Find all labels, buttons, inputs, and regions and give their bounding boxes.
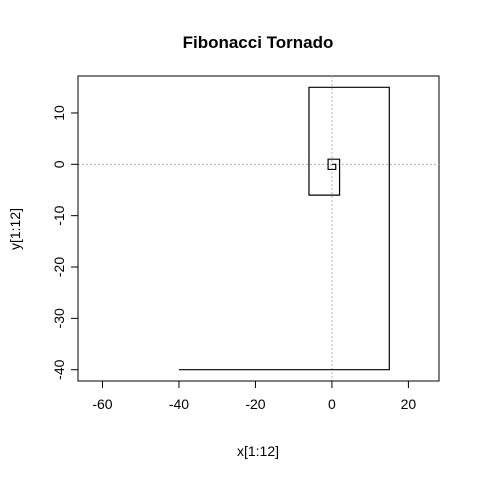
series-line-1 xyxy=(178,86,390,371)
plot-box xyxy=(77,75,440,382)
y-tick-label: -20 xyxy=(51,257,67,277)
y-tick-label: -30 xyxy=(51,308,67,328)
x-tick-label: -20 xyxy=(245,396,265,412)
y-tick-label: -40 xyxy=(51,359,67,379)
series-group xyxy=(178,86,390,371)
y-axis-title: y[1:12] xyxy=(7,208,23,250)
y-tick-label: 10 xyxy=(51,105,67,121)
reference-lines xyxy=(78,76,439,381)
x-tick-label: 20 xyxy=(401,396,417,412)
chart-title: Fibonacci Tornado xyxy=(183,33,334,52)
y-tick-label: -10 xyxy=(51,205,67,225)
x-axis-title: x[1:12] xyxy=(237,443,279,459)
x-tick-label: -60 xyxy=(92,396,112,412)
x-tick-label: -40 xyxy=(169,396,189,412)
x-tick-label: 0 xyxy=(328,396,336,412)
y-axis: -40 -30 -20 -10 0 10 xyxy=(51,105,79,380)
y-tick-label: 0 xyxy=(51,160,67,168)
x-axis: -60 -40 -20 0 20 xyxy=(92,380,417,412)
